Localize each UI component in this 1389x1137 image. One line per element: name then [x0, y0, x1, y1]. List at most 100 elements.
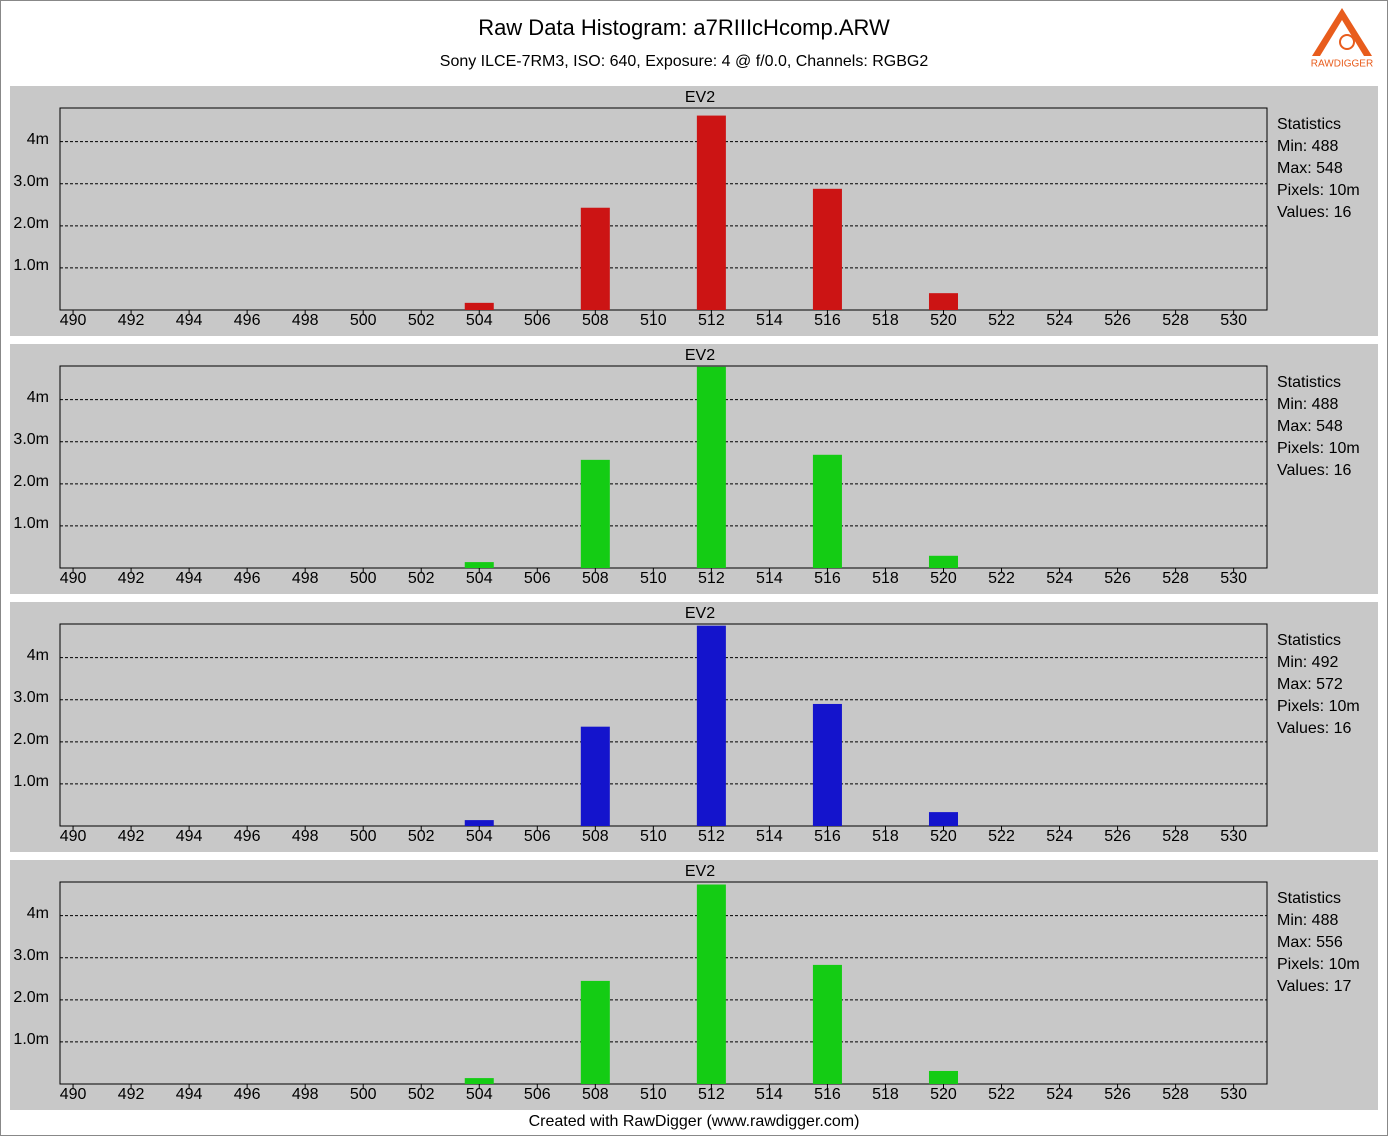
x-tick-label: 508 — [582, 570, 609, 587]
x-tick-label: 510 — [640, 570, 667, 587]
bar — [580, 726, 610, 826]
x-tick-label: 496 — [234, 828, 261, 845]
x-tick-label: 530 — [1220, 570, 1247, 587]
x-tick-label: 512 — [698, 570, 725, 587]
x-tick-label: 494 — [176, 570, 203, 587]
bar — [812, 454, 842, 568]
x-tick-label: 508 — [582, 828, 609, 845]
x-tick-label: 522 — [988, 1086, 1015, 1103]
x-tick-label: 494 — [176, 828, 203, 845]
x-tick-label: 502 — [408, 828, 435, 845]
x-tick-label: 494 — [176, 1086, 203, 1103]
statistics-text: Pixels: 10m — [1277, 182, 1360, 199]
x-tick-label: 506 — [524, 1086, 551, 1103]
x-tick-label: 518 — [872, 1086, 899, 1103]
y-tick-label: 2.0m — [13, 473, 49, 490]
bar — [928, 812, 958, 826]
statistics-text: Statistics — [1277, 890, 1341, 907]
x-tick-label: 490 — [60, 312, 87, 329]
bar — [812, 188, 842, 310]
x-tick-label: 524 — [1046, 312, 1073, 329]
plot-area — [59, 881, 1268, 1085]
x-tick-label: 504 — [466, 1086, 493, 1103]
x-tick-label: 506 — [524, 828, 551, 845]
x-tick-label: 512 — [698, 828, 725, 845]
x-tick-label: 520 — [930, 312, 957, 329]
x-tick-label: 500 — [350, 1086, 377, 1103]
x-tick-label: 492 — [118, 570, 145, 587]
x-tick-label: 504 — [466, 570, 493, 587]
bar — [696, 366, 726, 568]
x-tick-label: 530 — [1220, 828, 1247, 845]
x-tick-label: 516 — [814, 312, 841, 329]
x-tick-label: 520 — [930, 570, 957, 587]
logo: RAWDIGGER — [1311, 8, 1373, 70]
y-tick-label: 2.0m — [13, 731, 49, 748]
x-tick-label: 518 — [872, 312, 899, 329]
x-tick-label: 498 — [292, 828, 319, 845]
x-tick-label: 526 — [1104, 1086, 1131, 1103]
x-tick-label: 524 — [1046, 828, 1073, 845]
x-tick-label: 502 — [408, 312, 435, 329]
x-tick-label: 508 — [582, 312, 609, 329]
statistics-text: Statistics — [1277, 374, 1341, 391]
x-tick-label: 510 — [640, 1086, 667, 1103]
bar — [464, 1078, 494, 1084]
x-tick-label: 510 — [640, 312, 667, 329]
x-tick-label: 512 — [698, 312, 725, 329]
x-tick-label: 510 — [640, 828, 667, 845]
y-tick-label: 3.0m — [13, 431, 49, 448]
x-tick-label: 522 — [988, 312, 1015, 329]
bar — [928, 1070, 958, 1084]
statistics-text: Pixels: 10m — [1277, 440, 1360, 457]
chart-title: Raw Data Histogram: a7RIIIcHcomp.ARW — [478, 15, 890, 40]
bar — [696, 115, 726, 310]
x-tick-label: 530 — [1220, 1086, 1247, 1103]
x-tick-label: 508 — [582, 1086, 609, 1103]
bar — [928, 555, 958, 568]
bar — [580, 459, 610, 568]
statistics-text: Min: 492 — [1277, 654, 1338, 671]
x-tick-label: 490 — [60, 570, 87, 587]
statistics-text: Values: 17 — [1277, 978, 1352, 995]
x-tick-label: 500 — [350, 828, 377, 845]
statistics-text: Pixels: 10m — [1277, 698, 1360, 715]
statistics-text: Values: 16 — [1277, 204, 1352, 221]
chart-subtitle: Sony ILCE-7RM3, ISO: 640, Exposure: 4 @ … — [440, 53, 929, 70]
panel-title: EV2 — [685, 89, 715, 106]
bar — [464, 562, 494, 568]
panel-title: EV2 — [685, 347, 715, 364]
x-tick-label: 526 — [1104, 828, 1131, 845]
bar — [812, 964, 842, 1084]
x-tick-label: 500 — [350, 570, 377, 587]
x-tick-label: 516 — [814, 828, 841, 845]
x-tick-label: 494 — [176, 312, 203, 329]
statistics-text: Values: 16 — [1277, 720, 1352, 737]
statistics-text: Min: 488 — [1277, 912, 1338, 929]
plot-area — [59, 623, 1268, 827]
plot-area — [59, 365, 1268, 569]
x-tick-label: 514 — [756, 570, 783, 587]
x-tick-label: 512 — [698, 1086, 725, 1103]
x-tick-label: 520 — [930, 1086, 957, 1103]
y-tick-label: 1.0m — [13, 1031, 49, 1048]
x-tick-label: 518 — [872, 570, 899, 587]
x-tick-label: 528 — [1162, 570, 1189, 587]
y-tick-label: 4m — [27, 647, 49, 664]
x-tick-label: 492 — [118, 828, 145, 845]
y-tick-label: 1.0m — [13, 773, 49, 790]
x-tick-label: 524 — [1046, 1086, 1073, 1103]
y-tick-label: 2.0m — [13, 215, 49, 232]
x-tick-label: 498 — [292, 570, 319, 587]
x-tick-label: 502 — [408, 1086, 435, 1103]
x-tick-label: 520 — [930, 828, 957, 845]
x-tick-label: 500 — [350, 312, 377, 329]
bar — [812, 703, 842, 826]
y-tick-label: 4m — [27, 131, 49, 148]
x-tick-label: 504 — [466, 828, 493, 845]
x-tick-label: 514 — [756, 828, 783, 845]
y-tick-label: 4m — [27, 389, 49, 406]
x-tick-label: 514 — [756, 1086, 783, 1103]
bar — [580, 207, 610, 310]
statistics-text: Max: 556 — [1277, 934, 1343, 951]
